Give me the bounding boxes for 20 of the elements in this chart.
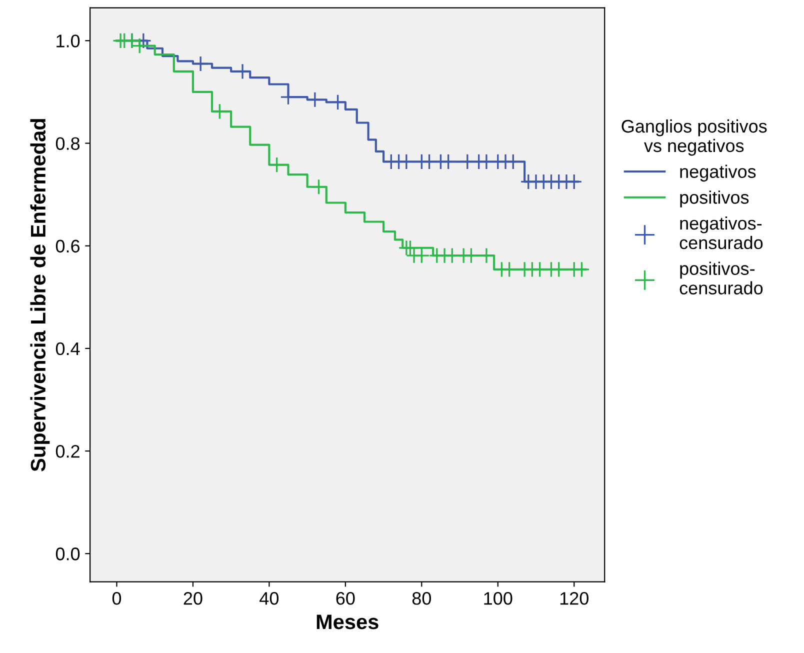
x-tick-label: 40 bbox=[260, 592, 279, 605]
y-tick-label: 0.4 bbox=[56, 342, 80, 356]
y-tick-label: 1.0 bbox=[56, 34, 80, 48]
y-axis-title: Supervivencia Libre de Enfermedad bbox=[30, 119, 50, 472]
legend-label: positivos- censurado bbox=[680, 262, 763, 294]
y-tick-label: 0.0 bbox=[56, 548, 80, 560]
legend-title: Ganglios positivos vs negativos bbox=[622, 119, 767, 156]
x-tick-label: 100 bbox=[484, 592, 512, 605]
legend-label: positivos bbox=[680, 190, 749, 208]
x-tick-label: 80 bbox=[412, 592, 431, 605]
legend-label: negativos- censurado bbox=[680, 216, 763, 250]
x-tick-label: 120 bbox=[560, 592, 588, 605]
x-tick-label: 0 bbox=[112, 592, 122, 605]
x-tick-label: 60 bbox=[336, 592, 355, 605]
y-tick-label: 0.2 bbox=[56, 444, 80, 458]
x-axis-title: Meses bbox=[316, 614, 378, 630]
y-tick-label: 0.8 bbox=[56, 137, 80, 150]
y-tick-label: 0.6 bbox=[56, 240, 80, 253]
x-tick-label: 20 bbox=[184, 592, 202, 605]
legend-label: negativos bbox=[680, 164, 756, 182]
